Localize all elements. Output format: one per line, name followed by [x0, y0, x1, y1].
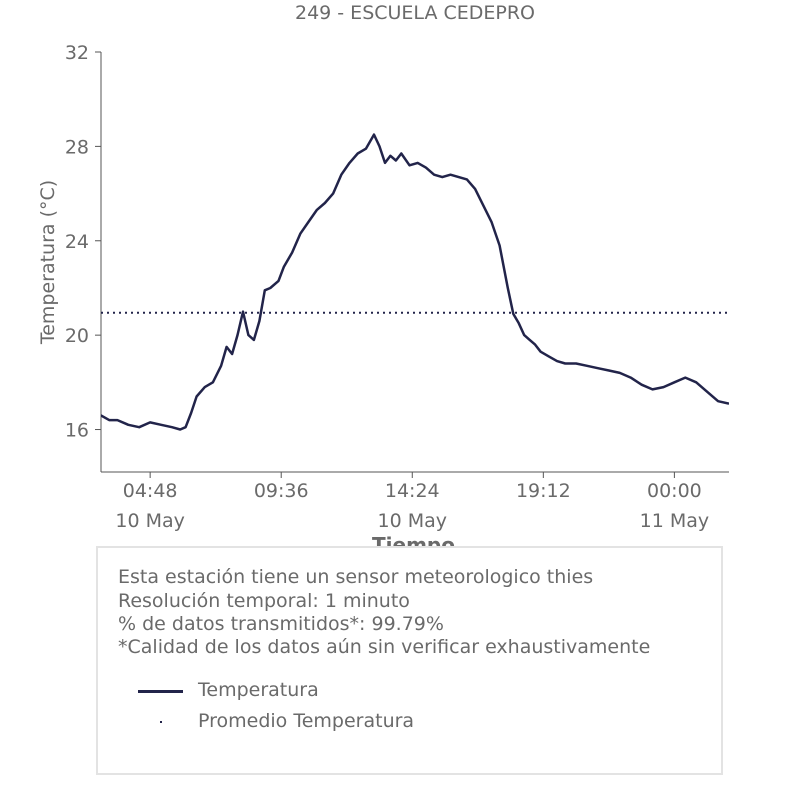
- series-line-temperatura: [101, 133, 729, 431]
- note-sensor: Esta estación tiene un sensor meteorolog…: [118, 566, 594, 588]
- legend-box: Esta estación tiene un sensor meteorolog…: [96, 546, 723, 775]
- legend-solid-line-icon: [138, 690, 183, 693]
- x-tick-date-label: 10 May: [378, 510, 448, 532]
- legend-dot-icon: [160, 721, 162, 723]
- y-axis-label: Temperatura (°C): [37, 180, 59, 345]
- x-tick-label: 09:36: [254, 480, 309, 502]
- x-tick-label: 00:00: [647, 480, 702, 502]
- note-quality: *Calidad de los datos aún sin verificar …: [118, 636, 651, 658]
- x-tick-label: 04:48: [123, 480, 178, 502]
- x-tick-date-label: 11 May: [640, 510, 710, 532]
- x-tick-label: 14:24: [385, 480, 440, 502]
- x-tick-label: 19:12: [516, 480, 571, 502]
- legend-label-temperatura: Temperatura: [198, 679, 319, 701]
- legend-label-promedio: Promedio Temperatura: [198, 710, 415, 732]
- y-tick-label: 16: [65, 420, 89, 442]
- y-tick-label: 32: [65, 42, 89, 64]
- y-tick-label: 24: [65, 231, 89, 253]
- y-tick-label: 20: [65, 325, 89, 347]
- note-transmitted: % de datos transmitidos*: 99.79%: [118, 613, 444, 635]
- y-tick-label: 28: [65, 136, 89, 158]
- note-resolution: Resolución temporal: 1 minuto: [118, 590, 410, 612]
- x-tick-date-label: 10 May: [115, 510, 185, 532]
- chart-title: 249 - ESCUELA CEDEPRO: [294, 2, 536, 24]
